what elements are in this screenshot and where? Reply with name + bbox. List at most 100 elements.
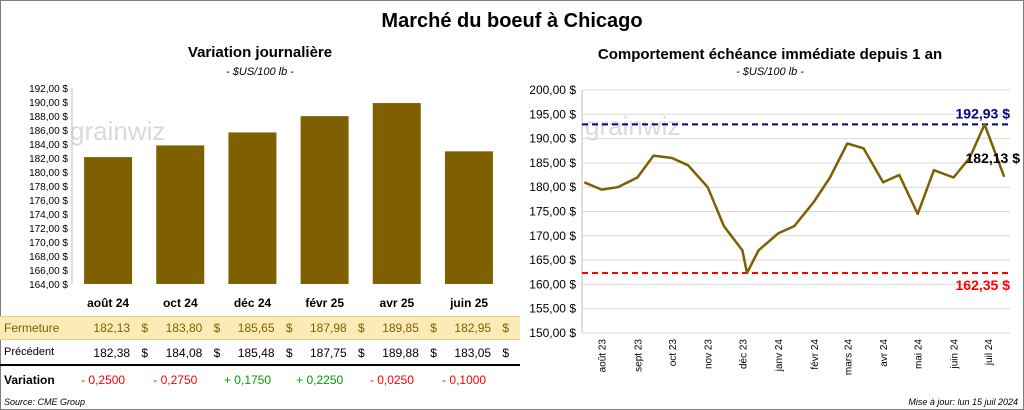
x-tick-label: août 23 — [598, 339, 609, 373]
currency-symbol: $ — [502, 346, 510, 360]
source-note: Source: CME Group — [4, 397, 86, 407]
bar — [84, 157, 133, 284]
x-tick-label: déc 23 — [738, 339, 749, 369]
currency-symbol: $ — [141, 346, 149, 360]
x-tick-label: avr 24 — [879, 339, 890, 367]
currency-symbol: $ — [502, 321, 510, 335]
y-tick-label: 172,00 $ — [29, 224, 68, 235]
currency-symbol: $ — [285, 346, 293, 360]
watermark: grainwiz — [70, 116, 165, 146]
row-label-fermeture: Fermeture — [4, 321, 60, 335]
currency-symbol: $ — [141, 321, 149, 335]
table-cell: 182,95 — [454, 321, 492, 335]
right-chart-unit: - $US/100 lb - — [736, 66, 804, 78]
watermark: grainwiz — [585, 111, 680, 141]
x-tick-label: févr 24 — [810, 339, 821, 370]
x-tick-label: janv 24 — [774, 339, 785, 373]
x-tick-label: oct 23 — [668, 339, 679, 367]
table-header-cell: août 24 — [87, 296, 130, 310]
y-tick-label: 165,00 $ — [529, 253, 576, 267]
table-cell: 185,48 — [237, 346, 275, 360]
update-note: Mise à jour: lun 15 juil 2024 — [908, 397, 1018, 407]
y-tick-label: 164,00 $ — [29, 280, 68, 290]
y-tick-label: 180,00 $ — [529, 180, 576, 194]
right-chart-title: Comportement échéance immédiate depuis 1… — [597, 46, 943, 63]
variation-cell: - 0,1000 — [442, 373, 487, 387]
x-tick-label: mars 24 — [843, 339, 854, 376]
currency-symbol: $ — [358, 321, 365, 335]
y-tick-label: 166,00 $ — [29, 266, 68, 277]
min-label: 162,35 $ — [956, 277, 1011, 293]
price-line — [583, 123, 1006, 275]
bar — [444, 151, 493, 284]
y-tick-label: 185,00 $ — [529, 156, 576, 170]
max-label: 192,93 $ — [956, 105, 1011, 121]
table-row-precedent: Précédent 182,38 $184,08 $185,48 $187,75 $18… — [0, 342, 520, 366]
y-tick-label: 190,00 $ — [529, 132, 576, 146]
table-cell: 189,88 — [382, 346, 419, 360]
table-header-cell: févr 25 — [305, 296, 345, 310]
bar — [300, 116, 349, 284]
currency-symbol: $ — [213, 321, 221, 335]
table-cell: 182,13 — [93, 321, 131, 335]
x-tick-label: nov 23 — [704, 339, 715, 369]
y-tick-label: 186,00 $ — [29, 126, 68, 137]
row-label-precedent: Précédent — [4, 346, 55, 358]
table-row-variation: Variation - 0,2500 - 0,2750 + 0,1750 + 0,22… — [0, 370, 520, 390]
currency-symbol: $ — [430, 321, 437, 335]
y-tick-label: 200,00 $ — [529, 83, 576, 97]
row-label-variation: Variation — [4, 373, 55, 387]
bar — [156, 145, 205, 284]
y-tick-label: 192,00 $ — [29, 84, 68, 95]
table-header-cell: avr 25 — [379, 296, 415, 310]
left-chart-title: Variation journalière — [187, 44, 333, 61]
table-cell: 183,80 — [165, 321, 203, 335]
table-cell: 185,65 — [237, 321, 275, 335]
y-tick-label: 182,00 $ — [29, 154, 68, 165]
table-header-cell: oct 24 — [162, 296, 198, 310]
y-tick-label: 150,00 $ — [529, 326, 576, 340]
table-header-row: août 24 oct 24 déc 24 févr 25 avr 25 juin 25 — [0, 296, 520, 312]
y-tick-label: 155,00 $ — [529, 302, 576, 316]
x-tick-label: juil 24 — [984, 339, 995, 367]
table-row-fermeture: Fermeture 182,13 $183,80 $185,65 $187,98 $18… — [0, 316, 520, 340]
y-tick-label: 188,00 $ — [29, 112, 68, 123]
variation-cell: + 0,2250 — [296, 373, 344, 387]
table-cell: 187,75 — [309, 346, 347, 360]
y-tick-label: 190,00 $ — [29, 98, 68, 109]
x-tick-label: sept 23 — [633, 339, 644, 372]
y-tick-label: 160,00 $ — [529, 277, 576, 291]
y-tick-label: 180,00 $ — [29, 168, 68, 179]
table-cell: 187,98 — [309, 321, 347, 335]
y-tick-label: 176,00 $ — [29, 196, 68, 207]
main-title: Marché du boeuf à Chicago — [381, 10, 643, 32]
y-tick-label: 175,00 $ — [529, 205, 576, 219]
currency-symbol: $ — [430, 346, 437, 360]
y-tick-label: 174,00 $ — [29, 210, 68, 221]
x-tick-label: juin 24 — [949, 339, 960, 370]
table-cell: 189,85 — [382, 321, 419, 335]
y-tick-label: 168,00 $ — [29, 252, 68, 263]
y-tick-label: 178,00 $ — [29, 182, 68, 193]
variation-cell: - 0,2750 — [153, 373, 198, 387]
variation-cell: - 0,0250 — [369, 373, 414, 387]
table-header-cell: déc 24 — [233, 296, 272, 310]
currency-symbol: $ — [285, 321, 293, 335]
left-bar-chart: grainwiz 164,00 $ 166,00 $ 168,00 $ 170,00 $… — [29, 84, 493, 290]
right-line-chart: grainwiz 150,00 $ 155,00 $ 160,00 $ 165,00 $… — [529, 83, 1021, 376]
bar — [228, 132, 277, 284]
variation-cell: - 0,2500 — [81, 373, 126, 387]
currency-symbol: $ — [213, 346, 221, 360]
last-value-label: 182,13 $ — [966, 150, 1021, 166]
x-tick-label: mai 24 — [914, 339, 925, 369]
table-cell: 182,38 — [93, 346, 131, 360]
variation-cell: + 0,1750 — [223, 373, 272, 387]
y-tick-label: 170,00 $ — [29, 238, 68, 249]
table-header-cell: juin 25 — [450, 296, 489, 310]
table-cell: 184,08 — [165, 346, 203, 360]
left-chart-unit: - $US/100 lb - — [226, 66, 294, 78]
y-tick-label: 170,00 $ — [529, 229, 576, 243]
y-tick-label: 195,00 $ — [529, 107, 576, 121]
currency-symbol: $ — [358, 346, 365, 360]
bar — [372, 103, 421, 284]
